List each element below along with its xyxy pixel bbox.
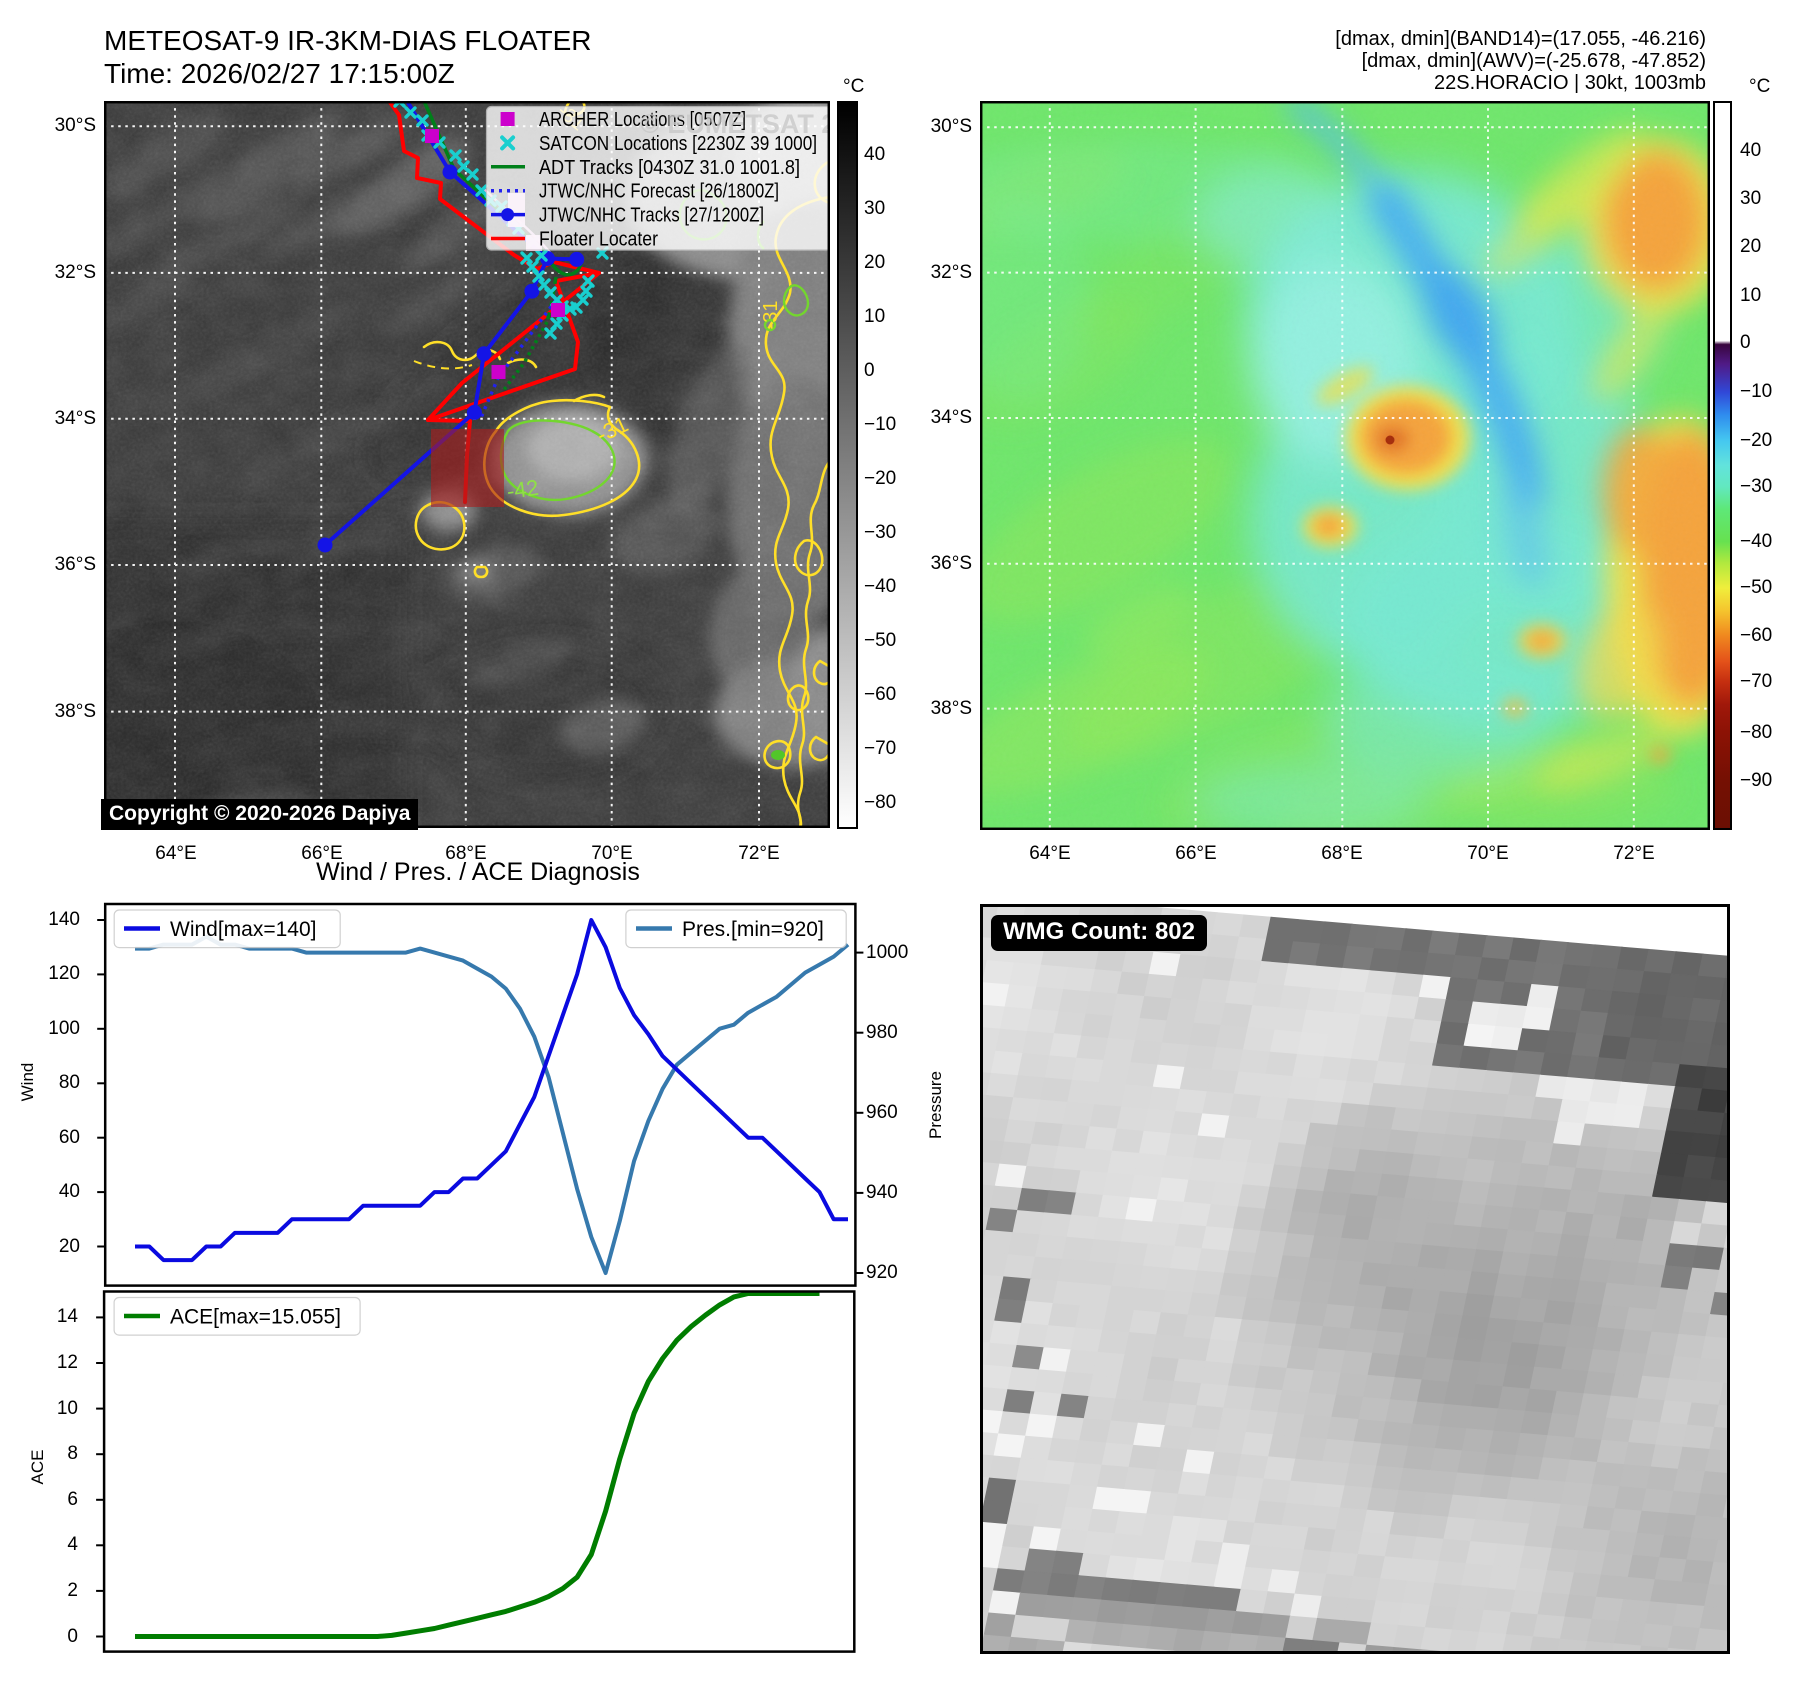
svg-text:Floater Locater: Floater Locater <box>539 229 658 251</box>
svg-text:Wind[max=140]: Wind[max=140] <box>170 918 317 941</box>
svg-text:ARCHER Locations [0507Z]: ARCHER Locations [0507Z] <box>539 109 746 131</box>
svg-text:JTWC/NHC Forecast [26/1800Z]: JTWC/NHC Forecast [26/1800Z] <box>539 181 779 203</box>
svg-text:SATCON Locations [2230Z 39 100: SATCON Locations [2230Z 39 1000] <box>539 133 817 155</box>
svg-text:ADT Tracks [0430Z 31.0 1001.8]: ADT Tracks [0430Z 31.0 1001.8] <box>539 157 800 179</box>
svg-text:-31: -31 <box>760 301 782 330</box>
svg-text:© EUMETSAT 2026: © EUMETSAT 2026 <box>640 109 830 139</box>
svg-text:-42: -42 <box>505 475 540 504</box>
svg-text:ACE[max=15.055]: ACE[max=15.055] <box>170 1306 341 1329</box>
svg-text:JTWC/NHC Tracks [27/1200Z]: JTWC/NHC Tracks [27/1200Z] <box>539 205 764 227</box>
svg-text:Pres.[min=920]: Pres.[min=920] <box>682 918 824 941</box>
